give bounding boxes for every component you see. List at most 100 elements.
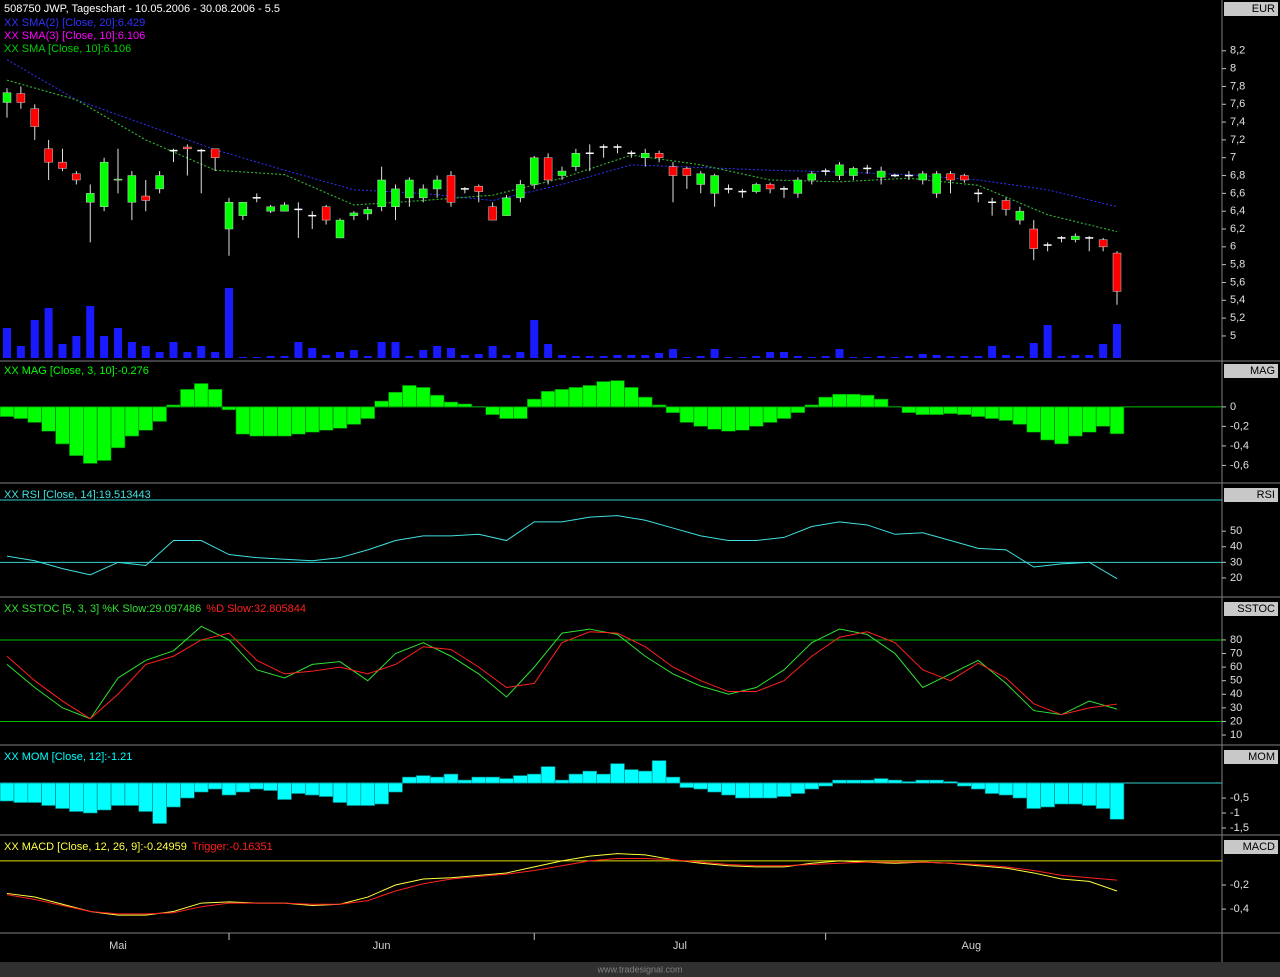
bar — [360, 782, 375, 806]
candle-body — [238, 202, 248, 216]
candle-body — [488, 206, 497, 221]
bar — [235, 406, 251, 435]
bar — [318, 782, 334, 797]
volume-bar — [266, 356, 275, 358]
legend-entry: XX SMA(3) [Close, 10]:6.106 — [4, 30, 145, 42]
candle-body — [155, 175, 164, 190]
y-tick-label: 20 — [1230, 715, 1242, 727]
bar — [1109, 406, 1125, 435]
volume-bar — [627, 355, 636, 358]
volume-bar — [294, 342, 303, 358]
volume-bar — [863, 357, 872, 358]
bar — [818, 396, 833, 408]
bar — [846, 393, 861, 408]
volume-bar — [682, 357, 691, 358]
bar — [846, 779, 861, 784]
bar — [707, 782, 722, 793]
candle-body — [793, 179, 803, 194]
candle-body — [1098, 239, 1108, 248]
bar — [291, 782, 306, 794]
bar — [915, 779, 930, 784]
y-tick-label: -1,5 — [1230, 822, 1249, 834]
bar — [346, 782, 362, 806]
candle-body — [30, 108, 39, 127]
legend-entry: XX MOM [Close, 12]:-1.21 — [4, 751, 132, 763]
bar — [1026, 782, 1041, 809]
y-tick-label: 5,8 — [1230, 259, 1245, 271]
x-tick-label: Aug — [962, 940, 982, 952]
volume-bar — [807, 357, 816, 358]
candle-body — [530, 157, 539, 185]
candle-body — [419, 188, 428, 199]
bar — [152, 782, 167, 824]
candle-body — [349, 212, 359, 216]
volume-bar — [141, 346, 150, 358]
bar — [804, 404, 819, 408]
bar — [610, 763, 625, 784]
volume-bar — [100, 336, 109, 358]
candle-body — [918, 173, 927, 181]
bar — [1054, 782, 1069, 805]
candle-body — [516, 184, 525, 199]
bar — [998, 782, 1014, 796]
volume-bar — [849, 357, 858, 358]
volume-bar — [669, 349, 677, 358]
volume-bar — [780, 352, 788, 358]
volume-bar — [127, 342, 136, 358]
volume-bar — [502, 355, 511, 358]
volume-bar — [1043, 325, 1052, 358]
volume-bar — [238, 357, 247, 358]
candle-body — [432, 179, 442, 190]
volume-bar — [363, 356, 372, 358]
bar — [166, 404, 181, 408]
bar — [263, 782, 278, 791]
candle-body — [807, 173, 816, 181]
bar — [194, 782, 209, 793]
candle-body — [377, 179, 386, 207]
bar — [499, 778, 514, 784]
y-tick-label: 30 — [1230, 556, 1242, 568]
y-tick-label: 80 — [1230, 634, 1242, 646]
bar — [41, 782, 56, 806]
volume-bar — [433, 346, 442, 358]
volume-bar — [30, 320, 39, 358]
bar — [790, 406, 806, 414]
bar — [443, 401, 459, 408]
bar — [527, 398, 542, 408]
bar — [124, 782, 140, 806]
x-tick-label: Jul — [673, 940, 687, 952]
volume-bar — [960, 356, 969, 358]
candle-body — [405, 179, 414, 199]
bar — [527, 773, 542, 784]
axis-label-box — [1224, 840, 1278, 854]
bar — [402, 385, 417, 408]
bar — [110, 406, 126, 449]
bar — [1095, 406, 1111, 427]
bar — [860, 394, 875, 408]
volume-bar — [696, 356, 705, 358]
candle-body — [280, 204, 289, 212]
bar — [207, 389, 223, 408]
bar — [13, 406, 29, 419]
candle-body — [1071, 235, 1080, 240]
y-tick-label: -0,5 — [1230, 792, 1249, 804]
candle-body — [835, 164, 844, 176]
y-tick-label: -0,4 — [1230, 903, 1249, 915]
volume-bar — [280, 356, 289, 358]
volume-bar — [738, 357, 747, 358]
volume-bar — [766, 352, 775, 358]
volume-bar — [197, 346, 206, 358]
volume-bar — [1029, 343, 1038, 358]
bar — [41, 406, 56, 432]
bar — [998, 406, 1014, 421]
bar — [804, 782, 819, 790]
candle-body — [571, 153, 581, 167]
bar — [305, 406, 320, 433]
bar — [416, 387, 431, 408]
bar — [499, 406, 514, 419]
y-tick-label: -0,2 — [1230, 879, 1249, 891]
y-tick-label: 20 — [1230, 572, 1242, 584]
candle-body — [1029, 228, 1038, 249]
candle-body — [224, 202, 234, 230]
candle-body — [876, 170, 886, 178]
